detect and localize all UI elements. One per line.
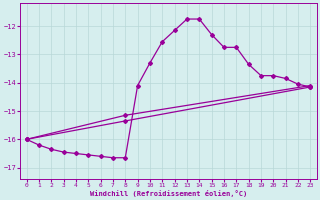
- X-axis label: Windchill (Refroidissement éolien,°C): Windchill (Refroidissement éolien,°C): [90, 190, 247, 197]
